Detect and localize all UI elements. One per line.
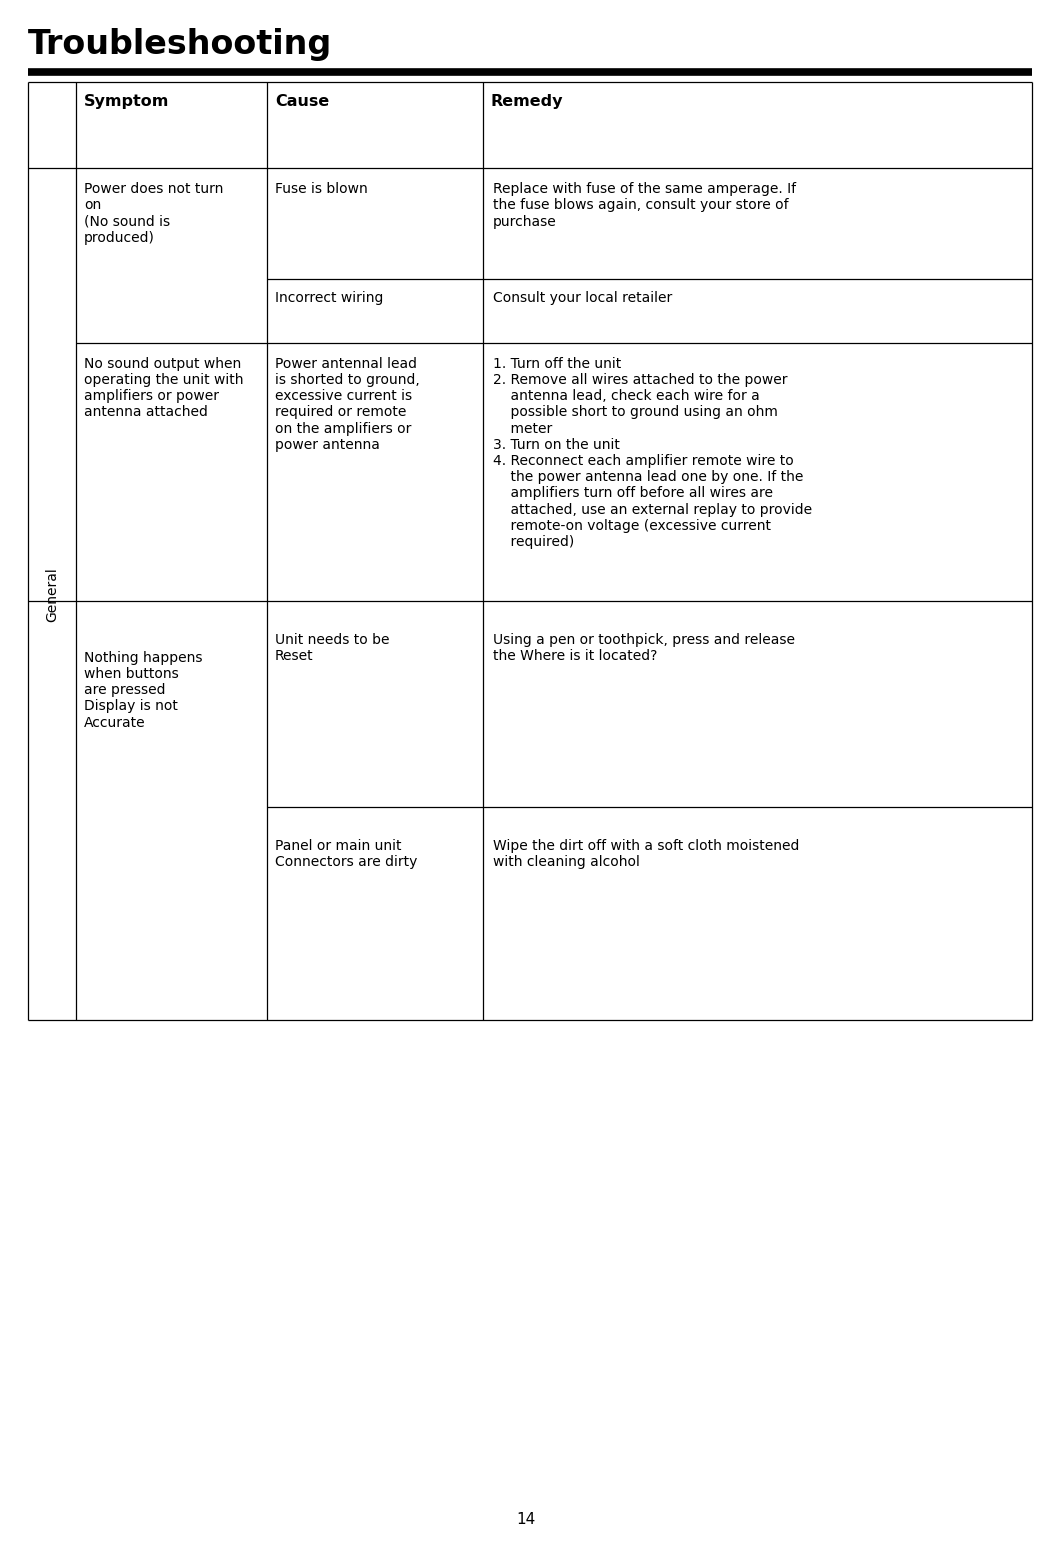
Text: Wipe the dirt off with a soft cloth moistened
with cleaning alcohol: Wipe the dirt off with a soft cloth mois… [492, 839, 800, 870]
Text: 1. Turn off the unit
2. Remove all wires attached to the power
    antenna lead,: 1. Turn off the unit 2. Remove all wires… [492, 356, 812, 549]
Text: 14: 14 [517, 1513, 535, 1527]
Text: Replace with fuse of the same amperage. If
the fuse blows again, consult your st: Replace with fuse of the same amperage. … [492, 183, 796, 229]
Text: Troubleshooting: Troubleshooting [28, 28, 332, 60]
Text: Fuse is blown: Fuse is blown [275, 183, 368, 197]
Text: Remedy: Remedy [491, 95, 563, 109]
Text: Cause: Cause [275, 95, 329, 109]
Text: Symptom: Symptom [84, 95, 169, 109]
Text: Incorrect wiring: Incorrect wiring [275, 291, 383, 305]
Text: Unit needs to be
Reset: Unit needs to be Reset [275, 632, 389, 663]
Text: No sound output when
operating the unit with
amplifiers or power
antenna attache: No sound output when operating the unit … [84, 356, 244, 420]
Text: Consult your local retailer: Consult your local retailer [492, 291, 672, 305]
Text: Power antennal lead
is shorted to ground,
excessive current is
required or remot: Power antennal lead is shorted to ground… [275, 356, 420, 451]
Text: Nothing happens
when buttons
are pressed
Display is not
Accurate: Nothing happens when buttons are pressed… [84, 651, 203, 730]
Text: Power does not turn
on
(No sound is
produced): Power does not turn on (No sound is prod… [84, 183, 224, 245]
Text: Panel or main unit
Connectors are dirty: Panel or main unit Connectors are dirty [275, 839, 418, 870]
Text: General: General [45, 567, 59, 622]
Text: Using a pen or toothpick, press and release
the Where is it located?: Using a pen or toothpick, press and rele… [492, 632, 795, 663]
